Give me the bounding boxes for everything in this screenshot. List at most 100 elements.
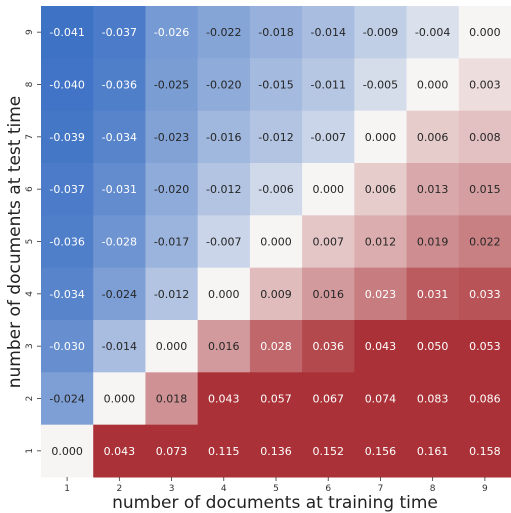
cell-value-label: -0.012 — [154, 288, 189, 301]
cell-value-label: 0.000 — [208, 288, 240, 301]
heatmap-cell — [197, 267, 251, 321]
heatmap-cell — [197, 320, 251, 373]
x-tick-label: 4 — [221, 484, 227, 494]
cell-value-label: 0.015 — [469, 183, 501, 196]
cell-value-label: -0.031 — [102, 183, 137, 196]
heatmap-cell — [302, 58, 355, 112]
heatmap-cell — [197, 215, 251, 269]
heatmap-cell — [41, 215, 94, 269]
heatmap-cell — [458, 267, 511, 321]
cell-value-label: 0.000 — [469, 26, 501, 39]
heatmap-cell — [93, 6, 146, 59]
heatmap-cell — [249, 6, 303, 59]
y-tick-label: 3 — [25, 343, 35, 349]
y-tick-label: 9 — [25, 29, 35, 35]
x-tick-label: 9 — [482, 484, 488, 494]
heatmap-cell — [302, 6, 355, 59]
cell-value-label: -0.011 — [310, 79, 345, 92]
cell-value-label: 0.057 — [260, 393, 292, 406]
cell-value-label: 0.012 — [365, 236, 397, 249]
heatmap-cell — [302, 110, 355, 164]
x-tick-label: 7 — [378, 484, 384, 494]
heatmap-cell — [302, 267, 355, 321]
cell-value-label: 0.086 — [469, 393, 501, 406]
cell-value-label: 0.022 — [469, 236, 501, 249]
heatmap-cell — [197, 6, 251, 59]
cell-value-label: -0.006 — [258, 183, 293, 196]
cell-value-label: 0.016 — [312, 288, 344, 301]
heatmap-cell — [41, 163, 94, 216]
cell-value-label: 0.043 — [104, 445, 136, 458]
cell-value-label: -0.024 — [102, 288, 137, 301]
cell-value-label: -0.037 — [49, 183, 84, 196]
cell-value-label: 0.136 — [260, 445, 292, 458]
heatmap-cell — [93, 215, 146, 269]
heatmap-cell — [354, 58, 408, 112]
cell-value-label: 0.033 — [469, 288, 501, 301]
cell-value-label: -0.007 — [206, 236, 241, 249]
heatmap-cell — [458, 372, 511, 426]
x-tick-label: 1 — [64, 484, 70, 494]
heatmap-cell — [406, 163, 460, 216]
cell-value-label: -0.034 — [49, 288, 84, 301]
cell-value-label: -0.039 — [49, 131, 84, 144]
heatmap-cell — [249, 320, 303, 373]
y-tick-label: 8 — [25, 81, 35, 87]
cell-value-label: 0.019 — [417, 236, 449, 249]
heatmap-cell — [197, 110, 251, 164]
heatmap-cell — [145, 110, 199, 164]
cell-value-label: -0.009 — [363, 26, 398, 39]
heatmap-cell — [302, 372, 355, 426]
cell-value-label: 0.000 — [260, 236, 292, 249]
heatmap-cell — [458, 320, 511, 373]
heatmap-cell — [145, 320, 199, 373]
cell-value-label: 0.036 — [312, 340, 344, 353]
heatmap-cell — [145, 372, 199, 426]
heatmap-cell — [145, 215, 199, 269]
cell-value-label: 0.043 — [365, 340, 397, 353]
cell-value-label: 0.028 — [260, 340, 292, 353]
heatmap-cell — [197, 424, 251, 478]
cell-value-label: 0.073 — [156, 445, 188, 458]
heatmap-cell — [458, 6, 511, 59]
cell-value-label: -0.005 — [363, 79, 398, 92]
cell-value-label: -0.022 — [206, 26, 241, 39]
cell-value-label: 0.003 — [469, 79, 501, 92]
cell-value-label: 0.000 — [104, 393, 136, 406]
heatmap-cell — [249, 267, 303, 321]
y-axis-label: number of documents at test time — [5, 96, 25, 389]
y-tick-label: 6 — [25, 186, 35, 192]
cell-value-label: 0.043 — [208, 393, 240, 406]
cell-value-label: 0.161 — [417, 445, 449, 458]
heatmap-cell — [41, 372, 94, 426]
heatmap-cell — [197, 58, 251, 112]
x-axis-ticks: 1 2 3 4 5 6 7 8 9 — [64, 477, 488, 494]
heatmap-cell — [197, 372, 251, 426]
heatmap-cell — [93, 424, 146, 478]
heatmap-cell — [354, 215, 408, 269]
heatmap-cell — [406, 320, 460, 373]
heatmap-cell — [302, 215, 355, 269]
x-tick-label: 3 — [169, 484, 175, 494]
y-tick-label: 1 — [25, 448, 35, 454]
heatmap-cell — [41, 6, 94, 59]
heatmap-cell — [354, 424, 408, 478]
cell-value-label: 0.008 — [469, 131, 501, 144]
heatmap-cell — [249, 58, 303, 112]
cell-value-label: 0.156 — [365, 445, 397, 458]
heatmap-cell — [458, 163, 511, 216]
cell-value-label: 0.031 — [417, 288, 449, 301]
heatmap-cell — [41, 320, 94, 373]
y-tick-label: 5 — [25, 239, 35, 245]
heatmap-cell — [145, 424, 199, 478]
cell-value-label: -0.036 — [102, 79, 137, 92]
cell-value-label: 0.074 — [365, 393, 397, 406]
heatmap-cell — [145, 6, 199, 59]
heatmap-cell — [93, 110, 146, 164]
cell-value-label: 0.000 — [312, 183, 344, 196]
cell-value-label: 0.007 — [312, 236, 344, 249]
cell-value-label: -0.007 — [310, 131, 345, 144]
heatmap-cell — [41, 267, 94, 321]
heatmap-cell — [93, 372, 146, 426]
cell-value-label: -0.018 — [258, 26, 293, 39]
